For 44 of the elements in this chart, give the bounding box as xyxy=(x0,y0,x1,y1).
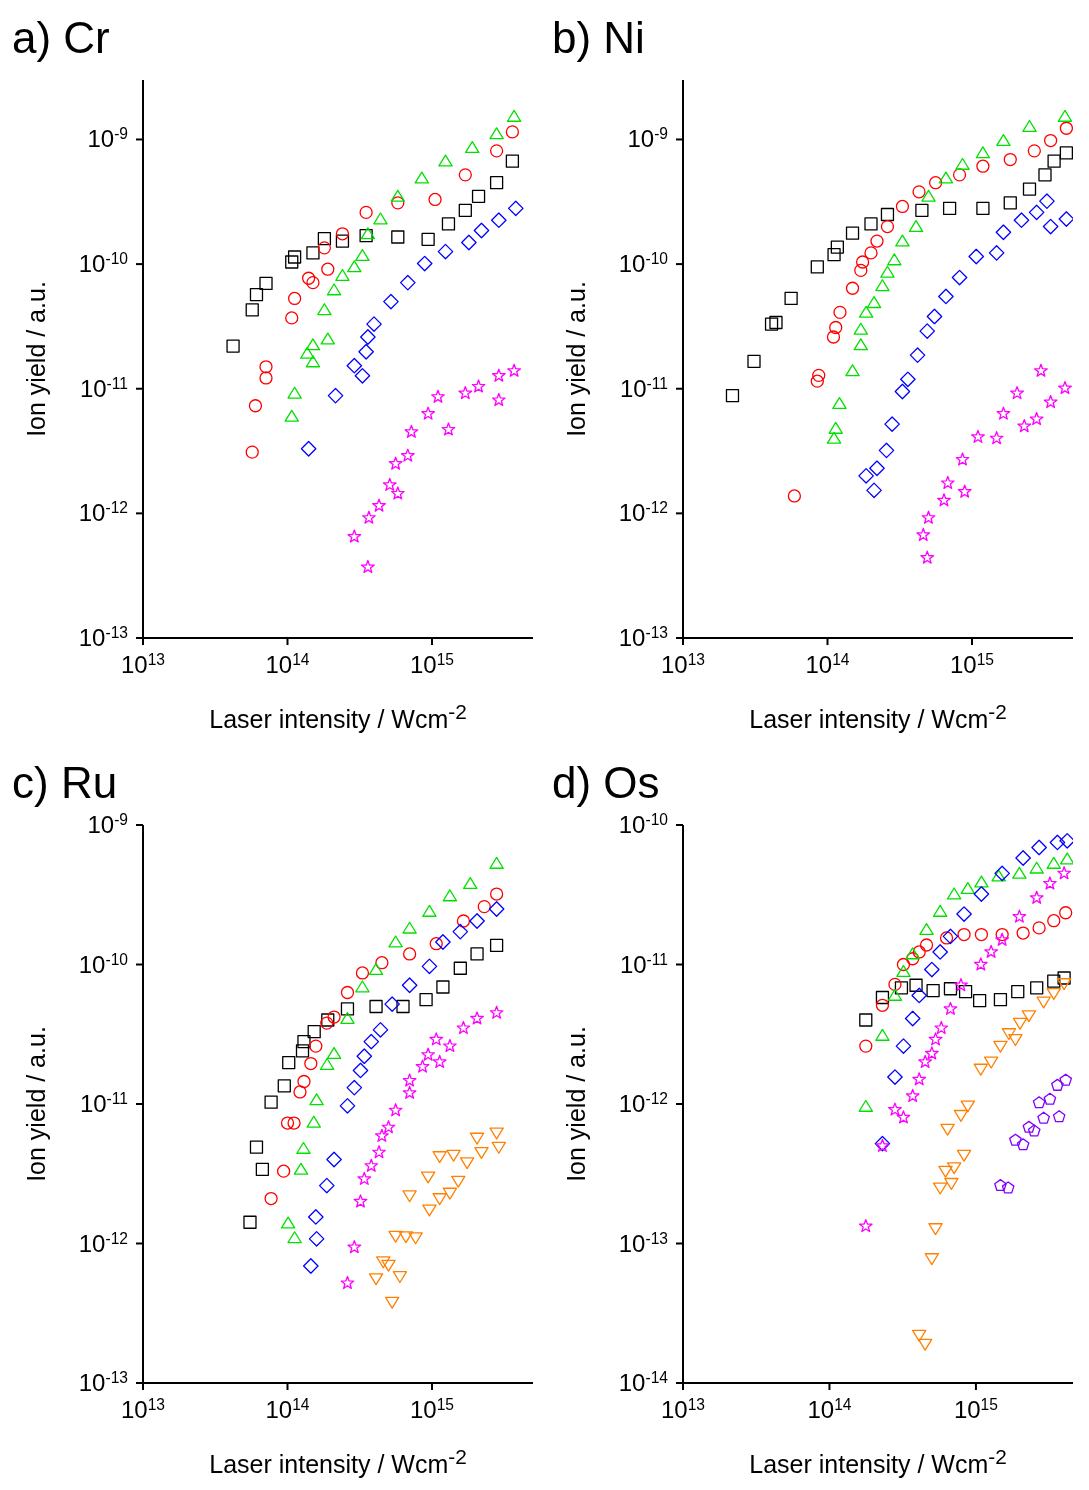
x-axis-title: Laser intensity / Wcm$^{-2}$ xyxy=(209,1445,467,1480)
chart-title: c) Ru xyxy=(12,758,118,807)
chart-title: b) Ni xyxy=(552,12,645,64)
x-tick-label: 10$^{15}$ xyxy=(953,1395,999,1423)
y-tick-label: 10$^{-13}$ xyxy=(618,1229,668,1257)
x-tick-label: 10$^{15}$ xyxy=(409,1395,455,1423)
chart-title: d) Os xyxy=(552,758,660,807)
y-tick-label: 10$^{-9}$ xyxy=(87,810,128,838)
y-tick-label: 10$^{-11}$ xyxy=(619,374,668,402)
y-axis-title: Ion yield / a.u. xyxy=(21,281,51,437)
x-tick-label: 10$^{14}$ xyxy=(807,1395,852,1423)
chart-title: a) Cr xyxy=(12,12,110,64)
y-tick-label: 10$^{-13}$ xyxy=(78,1368,128,1396)
y-tick-label: 10$^{-14}$ xyxy=(618,1368,669,1396)
x-axis-title: Laser intensity / Wcm$^{-2}$ xyxy=(749,700,1007,735)
y-tick-label: 10$^{-10}$ xyxy=(618,810,669,838)
y-tick-label: 10$^{-12}$ xyxy=(78,1229,128,1257)
x-tick-label: 10$^{13}$ xyxy=(660,650,706,678)
x-tick-label: 10$^{13}$ xyxy=(660,1395,706,1423)
y-tick-label: 10$^{-13}$ xyxy=(618,623,668,651)
x-tick-label: 10$^{15}$ xyxy=(409,650,455,678)
y-tick-label: 10$^{-10}$ xyxy=(78,249,129,278)
x-tick-label: 10$^{15}$ xyxy=(949,650,995,678)
x-tick-label: 10$^{13}$ xyxy=(120,1395,166,1423)
x-axis-title: Laser intensity / Wcm$^{-2}$ xyxy=(749,1445,1007,1480)
y-tick-label: 10$^{-10}$ xyxy=(618,249,669,278)
y-tick-label: 10$^{-11}$ xyxy=(79,374,128,402)
y-tick-label: 10$^{-11}$ xyxy=(79,1089,128,1117)
y-tick-label: 10$^{-9}$ xyxy=(627,124,668,153)
y-tick-label: 10$^{-12}$ xyxy=(618,498,668,527)
y-axis-title: Ion yield / a.u. xyxy=(561,281,591,437)
y-tick-label: 10$^{-13}$ xyxy=(78,623,128,651)
y-axis-title: Ion yield / a.u. xyxy=(561,1026,591,1182)
y-tick-label: 10$^{-10}$ xyxy=(78,950,129,978)
x-tick-label: 10$^{13}$ xyxy=(120,650,166,678)
x-tick-label: 10$^{14}$ xyxy=(265,1395,310,1423)
x-tick-label: 10$^{14}$ xyxy=(265,650,310,678)
y-tick-label: 10$^{-12}$ xyxy=(78,498,128,527)
y-axis-title: Ion yield / a.u. xyxy=(21,1026,51,1182)
y-tick-label: 10$^{-12}$ xyxy=(618,1089,668,1117)
y-tick-label: 10$^{-11}$ xyxy=(619,950,668,978)
x-tick-label: 10$^{14}$ xyxy=(805,650,850,678)
x-axis-title: Laser intensity / Wcm$^{-2}$ xyxy=(209,700,467,735)
y-tick-label: 10$^{-9}$ xyxy=(87,124,128,153)
